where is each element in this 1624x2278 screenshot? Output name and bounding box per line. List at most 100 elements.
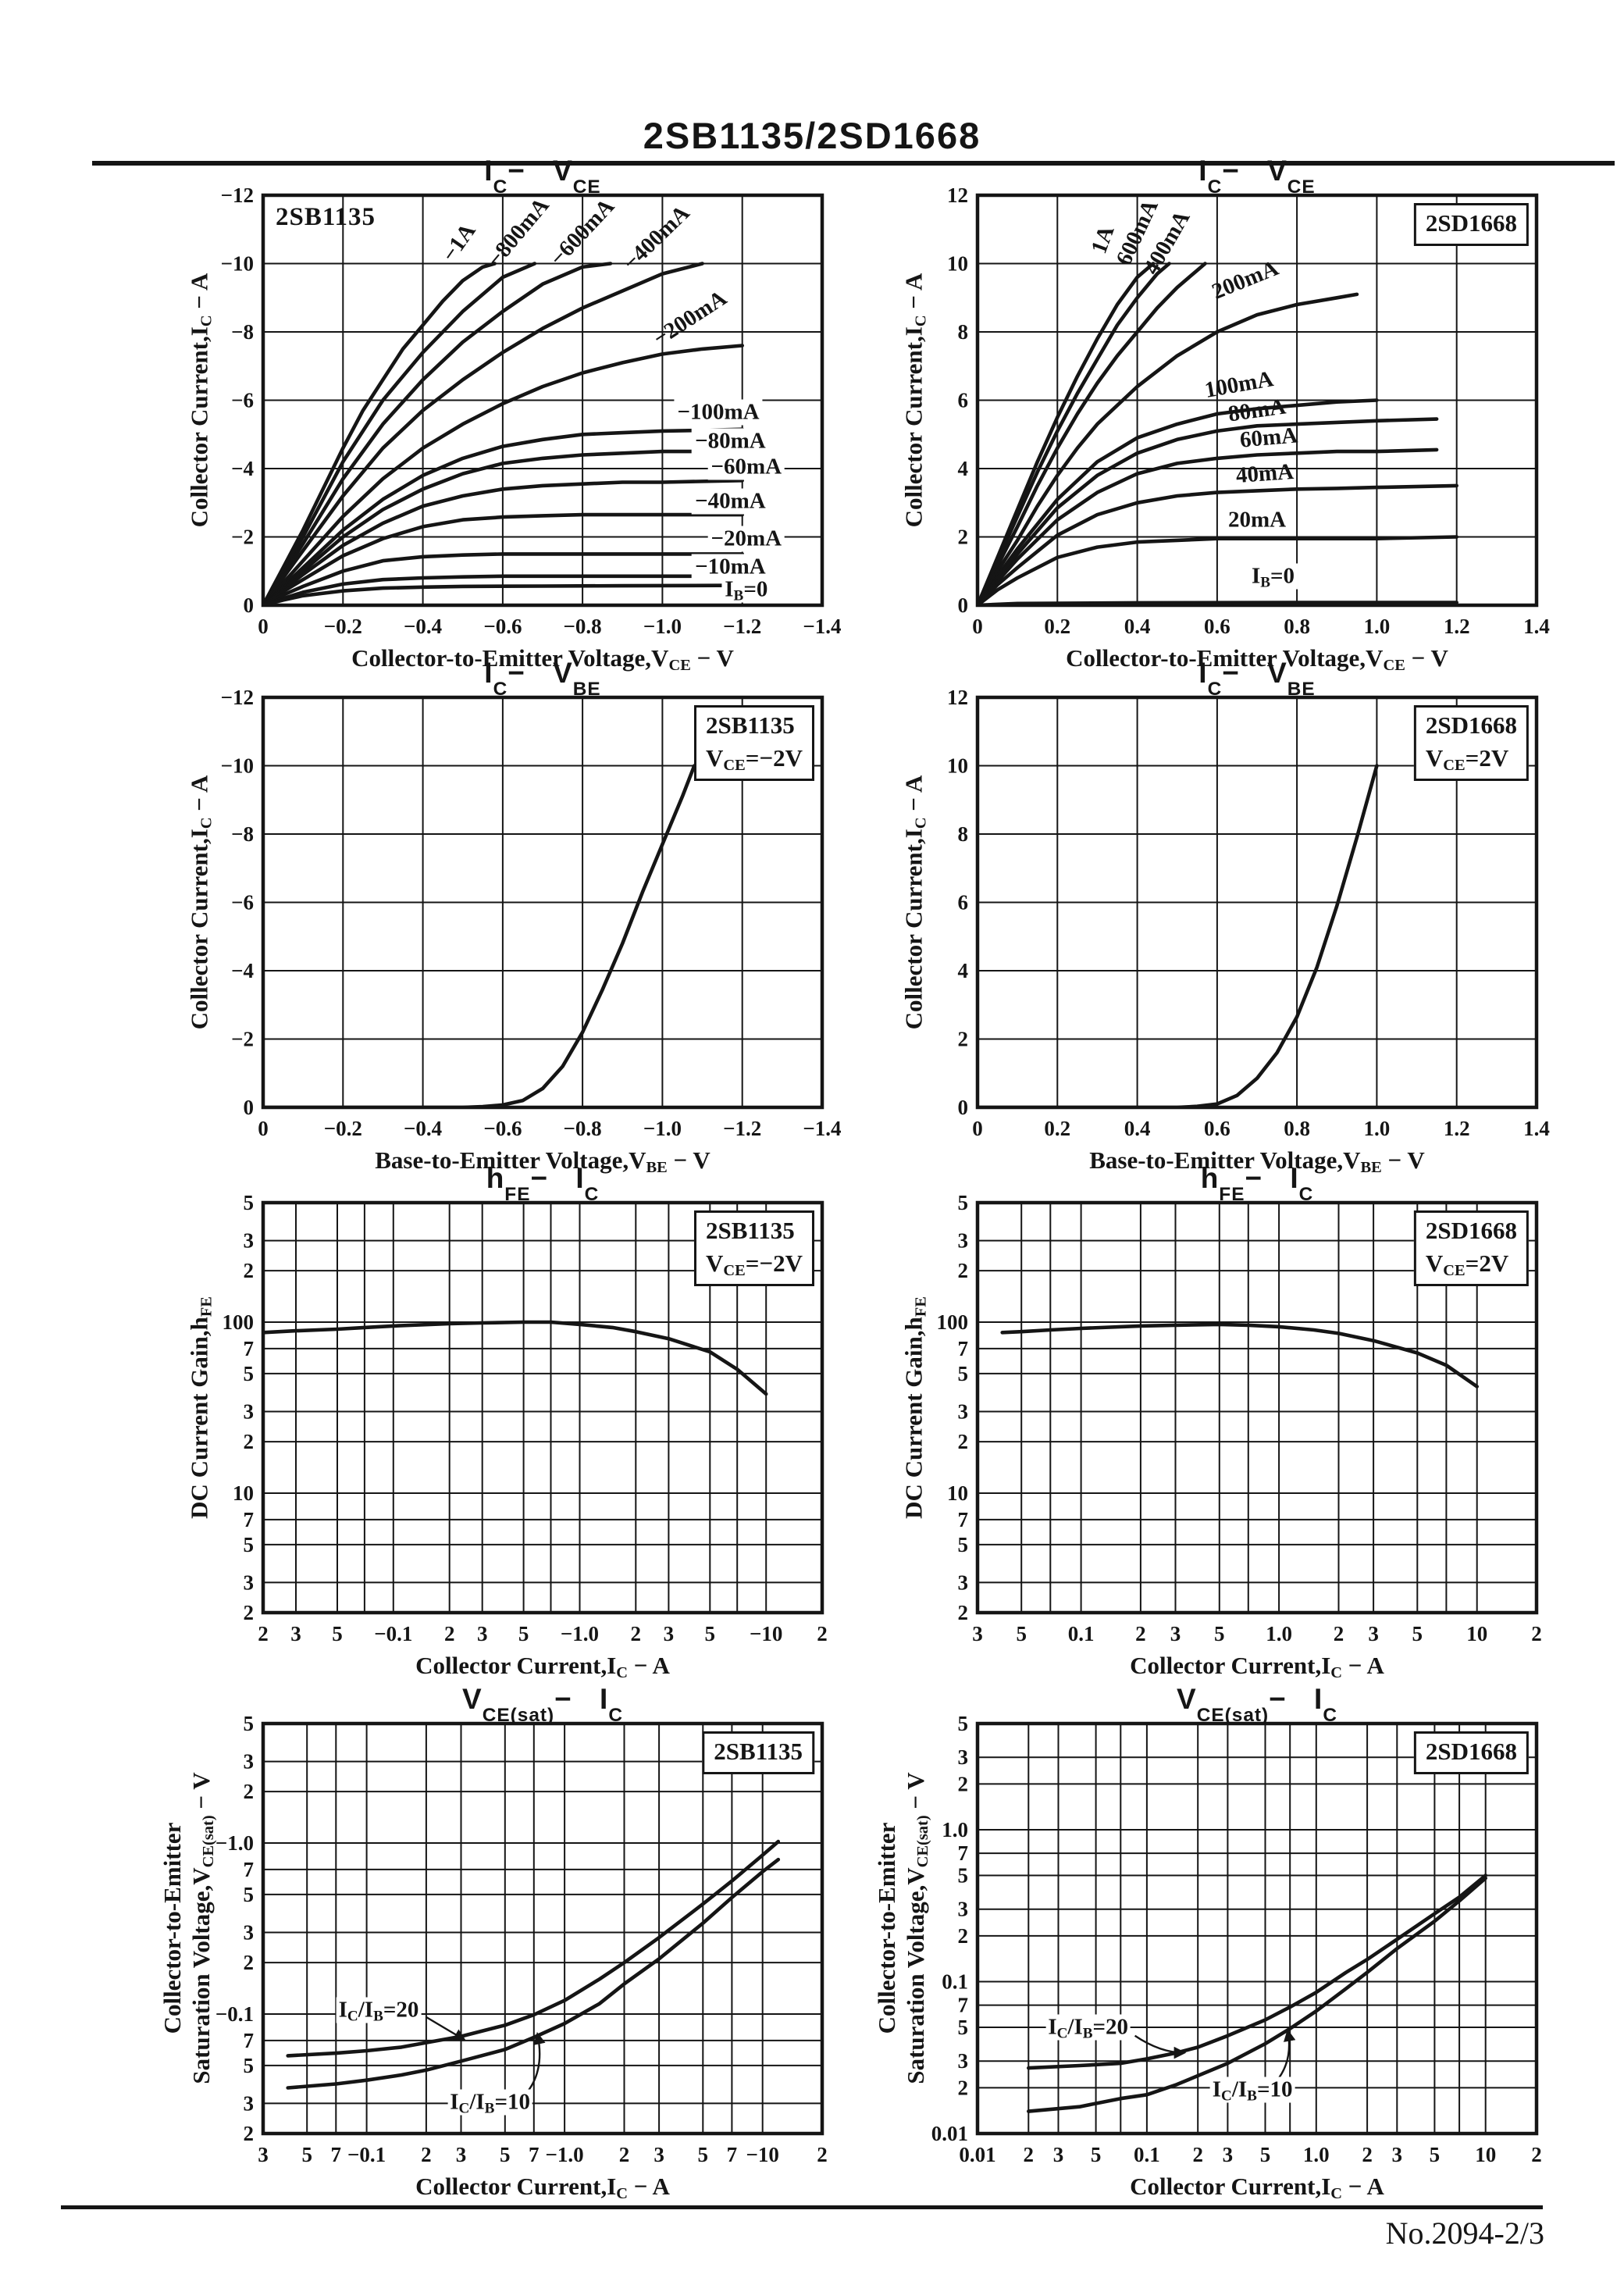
chart-hfe-ic-2sd1668: 3 5 0.1 2 3 5 1.0 2 3 5 10 2 2 3 5 7 10 2 3 5 7 100 2 3 5 h FE − … bbox=[899, 1152, 1547, 1699]
svg-text:2: 2 bbox=[631, 1622, 642, 1645]
svg-text:−1.4: −1.4 bbox=[803, 1117, 841, 1140]
plot-svg: 0 −0.2 −0.4 −0.6 −0.8 −1.0 −1.2 −1.4 0 −2 −4 −6 −8 −1… bbox=[221, 686, 842, 1140]
series-40mA bbox=[263, 512, 745, 605]
svg-text:3: 3 bbox=[654, 2143, 664, 2166]
device-label: 2SB1135 VCE=−2V bbox=[693, 705, 814, 781]
device-label: 2SB1135 bbox=[702, 1731, 814, 1774]
svg-text:−0.6: −0.6 bbox=[483, 615, 522, 638]
svg-text:3: 3 bbox=[958, 1898, 969, 1921]
svg-text:1.0: 1.0 bbox=[1364, 1117, 1391, 1140]
svg-text:10: 10 bbox=[233, 1481, 254, 1505]
svg-text:3: 3 bbox=[958, 2049, 969, 2073]
svg-text:7: 7 bbox=[244, 1858, 255, 1881]
svg-text:−1.0: −1.0 bbox=[643, 615, 682, 638]
svg-text:7: 7 bbox=[331, 2143, 342, 2166]
curve-label-9: −20mA bbox=[707, 526, 785, 552]
svg-text:−1.0: −1.0 bbox=[643, 1117, 682, 1140]
svg-text:2: 2 bbox=[444, 1622, 455, 1645]
svg-text:−0.8: −0.8 bbox=[564, 1117, 602, 1140]
x-axis-label: Base-to-Emitter Voltage,VBE − V bbox=[1089, 1146, 1425, 1177]
svg-text:5: 5 bbox=[958, 1191, 969, 1214]
svg-text:5: 5 bbox=[332, 1622, 343, 1645]
curve-label-7: 40mA bbox=[1235, 458, 1295, 488]
series-100mA bbox=[263, 427, 745, 605]
svg-text:2: 2 bbox=[244, 1601, 255, 1624]
svg-text:2: 2 bbox=[1531, 1622, 1542, 1645]
device-label: 2SD1668 VCE=2V bbox=[1413, 705, 1529, 781]
plot-frame bbox=[975, 1721, 1539, 2136]
svg-text:2: 2 bbox=[817, 2143, 828, 2166]
series-800mA bbox=[263, 262, 537, 605]
svg-text:−12: −12 bbox=[221, 184, 254, 207]
series-100mA bbox=[978, 398, 1379, 605]
series-600mA bbox=[978, 262, 1171, 605]
plot-svg: 0.01 2 3 5 0.1 2 3 5 1.0 2 3 5 10 20.0123570.123571.0… bbox=[931, 1712, 1542, 2166]
svg-text:−1.2: −1.2 bbox=[723, 615, 761, 638]
svg-text:5: 5 bbox=[958, 1533, 969, 1556]
series-10mA bbox=[263, 574, 745, 605]
svg-text:5: 5 bbox=[1214, 1622, 1225, 1645]
svg-text:8: 8 bbox=[958, 320, 969, 344]
svg-text:1.0: 1.0 bbox=[1303, 2143, 1330, 2166]
svg-text:0: 0 bbox=[258, 615, 269, 638]
svg-text:5: 5 bbox=[244, 1191, 255, 1214]
svg-text:2: 2 bbox=[1024, 2143, 1035, 2166]
series-IB0 bbox=[263, 583, 745, 605]
svg-text:1.0: 1.0 bbox=[1364, 615, 1391, 638]
svg-text:3: 3 bbox=[244, 1400, 255, 1424]
svg-text:−8: −8 bbox=[231, 822, 254, 846]
svg-text:7: 7 bbox=[958, 1508, 969, 1531]
svg-text:5: 5 bbox=[244, 1883, 255, 1906]
svg-text:5: 5 bbox=[1412, 1622, 1423, 1645]
callout-1: IC/IB=10 bbox=[1209, 2077, 1295, 2103]
curve-label-6: −80mA bbox=[692, 428, 769, 455]
svg-text:2: 2 bbox=[958, 526, 969, 549]
svg-text:−4: −4 bbox=[231, 959, 254, 982]
callout-1: IC/IB=10 bbox=[447, 2089, 532, 2116]
chart-ic-vce-2sb1135: 0 −0.2 −0.4 −0.6 −0.8 −1.0 −1.2 −1.4 0 −2 −4 −6 −8 −1… bbox=[185, 144, 842, 691]
callout-0: IC/IB=20 bbox=[336, 1997, 422, 2024]
plot-frame bbox=[261, 1200, 824, 1615]
curve-label-5: −100mA bbox=[674, 399, 763, 426]
svg-text:7: 7 bbox=[958, 1841, 969, 1865]
svg-text:2: 2 bbox=[1135, 1622, 1146, 1645]
svg-text:−1.0: −1.0 bbox=[546, 2143, 584, 2166]
svg-text:−1.0: −1.0 bbox=[561, 1622, 599, 1645]
svg-text:2: 2 bbox=[244, 1430, 255, 1453]
device-label: 2SD1668 bbox=[1413, 203, 1529, 246]
x-axis-label: Collector Current,IC − A bbox=[1130, 2173, 1384, 2203]
svg-text:−2: −2 bbox=[231, 526, 254, 549]
tick-labels: 0 −0.2 −0.4 −0.6 −0.8 −1.0 −1.2 −1.4 0 −2 −4 −6 −8 −1… bbox=[221, 686, 842, 1140]
svg-text:5: 5 bbox=[244, 1712, 255, 1735]
svg-text:7: 7 bbox=[727, 2143, 738, 2166]
grid-lines bbox=[977, 1723, 1537, 2134]
callout-0: IC/IB=20 bbox=[1045, 2014, 1131, 2041]
svg-text:0.1: 0.1 bbox=[942, 1970, 968, 1994]
svg-text:5: 5 bbox=[500, 2143, 511, 2166]
footer-divider bbox=[61, 2205, 1543, 2209]
svg-text:7: 7 bbox=[529, 2143, 540, 2166]
svg-text:−0.1: −0.1 bbox=[215, 2002, 254, 2026]
svg-text:10: 10 bbox=[1466, 1622, 1487, 1645]
svg-text:2: 2 bbox=[958, 2076, 969, 2099]
svg-text:2: 2 bbox=[1192, 2143, 1203, 2166]
plot-frame bbox=[261, 193, 824, 608]
svg-text:−10: −10 bbox=[221, 754, 254, 778]
svg-text:8: 8 bbox=[958, 822, 969, 846]
svg-text:0.1: 0.1 bbox=[1068, 1622, 1095, 1645]
svg-text:2: 2 bbox=[1334, 1622, 1344, 1645]
curve-label-10: −10mA bbox=[692, 554, 769, 580]
plot-frame bbox=[261, 695, 824, 1110]
svg-text:−4: −4 bbox=[231, 457, 254, 480]
svg-text:3: 3 bbox=[258, 2143, 269, 2166]
svg-text:2: 2 bbox=[244, 1259, 255, 1282]
svg-text:0.8: 0.8 bbox=[1284, 1117, 1310, 1140]
svg-text:2: 2 bbox=[958, 1430, 969, 1453]
series-ICIB10 bbox=[286, 1857, 781, 2090]
svg-text:3: 3 bbox=[1170, 1622, 1181, 1645]
